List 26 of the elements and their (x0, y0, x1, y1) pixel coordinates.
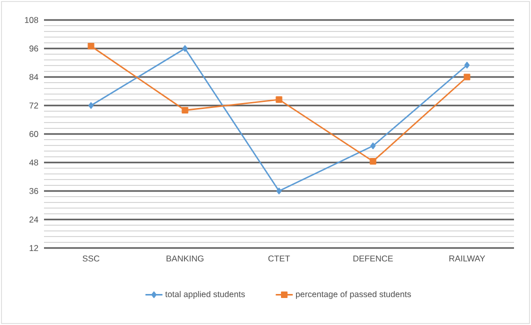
x-tick-label: RAILWAY (449, 256, 486, 262)
point (276, 188, 282, 194)
y-tick-label: 60 (30, 131, 38, 137)
y-tick-label: 72 (30, 102, 38, 108)
x-tick-label: CTET (268, 256, 290, 262)
legend-label: percentage of passed students (296, 290, 411, 299)
point (370, 158, 376, 165)
y-tick-label: 48 (29, 160, 38, 166)
x-tick-label: SSC (82, 256, 100, 262)
x-tick-label: BANKING (166, 256, 204, 262)
point (182, 45, 188, 52)
point (370, 142, 376, 150)
x-tick-label: DEFENCE (353, 256, 393, 262)
y-tick-label: 12 (30, 245, 38, 251)
point (182, 106, 188, 114)
point (464, 74, 470, 80)
y-tick-label: 24 (29, 216, 38, 222)
point (276, 96, 282, 103)
point (88, 102, 94, 109)
point (464, 62, 470, 68)
legend-label: total applied students (165, 290, 245, 299)
y-tick-label: 84 (29, 74, 38, 80)
y-tick-label: 36 (29, 188, 38, 194)
y-tick-label: 96 (29, 46, 38, 52)
point (88, 42, 94, 50)
y-tick-label: 108 (25, 17, 38, 23)
